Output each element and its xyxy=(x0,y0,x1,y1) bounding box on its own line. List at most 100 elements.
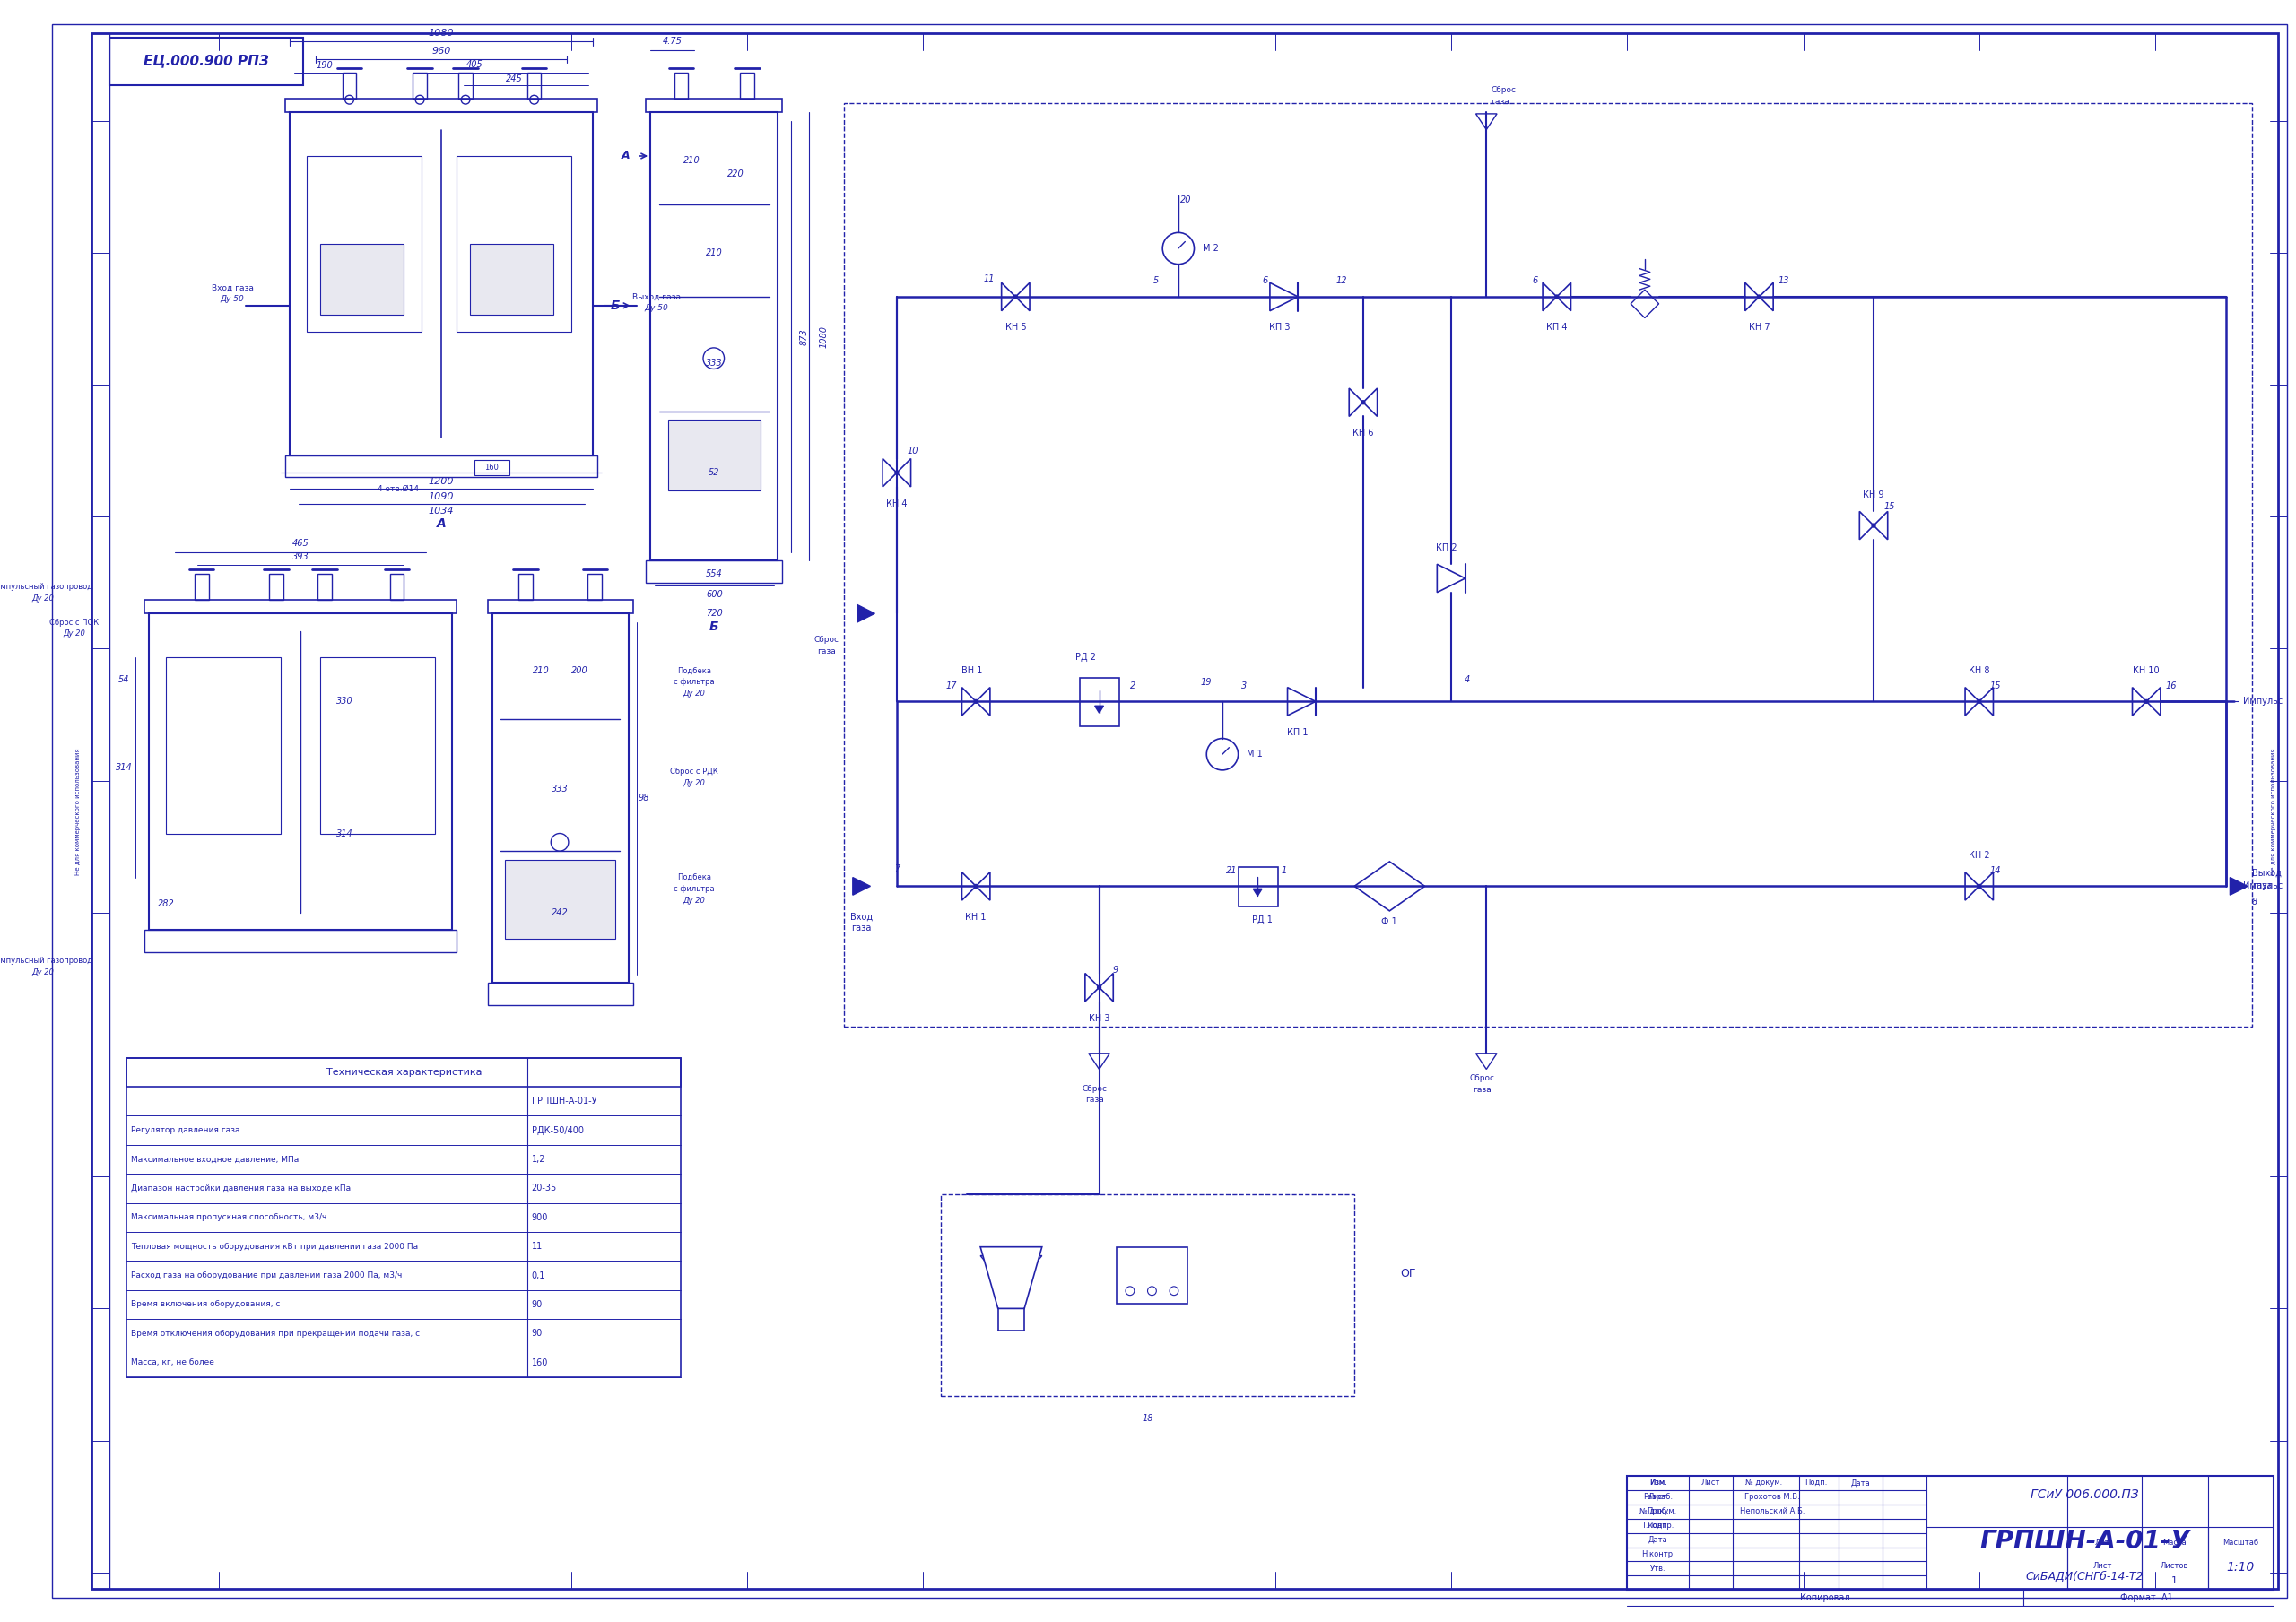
Text: Максимальное входное давление, МПа: Максимальное входное давление, МПа xyxy=(131,1155,298,1163)
Text: 19: 19 xyxy=(1201,678,1212,686)
Polygon shape xyxy=(1965,873,1979,900)
Polygon shape xyxy=(1001,282,1015,311)
Text: 17: 17 xyxy=(946,681,957,689)
Text: Не для коммерческого использования: Не для коммерческого использования xyxy=(2271,748,2278,874)
Text: Масштаб: Масштаб xyxy=(2223,1539,2259,1547)
Text: 98: 98 xyxy=(638,793,650,803)
Text: № докум.: № докум. xyxy=(1745,1479,1782,1487)
Text: газа: газа xyxy=(2252,882,2273,890)
Text: ГСиУ 006.000.ПЗ: ГСиУ 006.000.ПЗ xyxy=(2030,1489,2140,1502)
Text: 210: 210 xyxy=(684,156,700,165)
Text: А: А xyxy=(622,151,629,162)
Text: Лист: Лист xyxy=(1649,1494,1667,1500)
Text: СиБАДИ(СНГб-14-Т2: СиБАДИ(СНГб-14-Т2 xyxy=(2025,1572,2144,1583)
Text: РД 2: РД 2 xyxy=(1075,654,1095,662)
Text: № докум.: № докум. xyxy=(1639,1507,1676,1515)
Circle shape xyxy=(551,834,569,852)
Bar xyxy=(650,112,778,561)
Text: Проб.: Проб. xyxy=(1646,1507,1669,1515)
Text: Утв.: Утв. xyxy=(1651,1565,1667,1573)
Polygon shape xyxy=(1437,564,1465,592)
Text: Диапазон настройки давления газа на выходе кПа: Диапазон настройки давления газа на выхо… xyxy=(131,1184,351,1192)
Text: КН 5: КН 5 xyxy=(1006,323,1026,333)
Text: ГРПШН-А-01-У: ГРПШН-А-01-У xyxy=(533,1096,597,1106)
Text: 282: 282 xyxy=(158,899,174,908)
Bar xyxy=(519,574,533,600)
Text: Подбека: Подбека xyxy=(677,873,712,881)
Text: 10: 10 xyxy=(907,446,918,456)
Text: 1034: 1034 xyxy=(429,508,455,516)
Text: КН 9: КН 9 xyxy=(1862,490,1885,500)
Text: 210: 210 xyxy=(533,667,549,675)
Text: 7: 7 xyxy=(893,865,900,873)
Text: 220: 220 xyxy=(728,169,744,178)
Text: Грохотов М.В.: Грохотов М.В. xyxy=(1745,1494,1800,1500)
Circle shape xyxy=(1977,699,1981,704)
Text: 393: 393 xyxy=(292,553,310,561)
Text: 4: 4 xyxy=(1465,675,1469,684)
Text: Ду 20: Ду 20 xyxy=(684,897,705,905)
Polygon shape xyxy=(852,878,870,895)
Text: КН 6: КН 6 xyxy=(1352,428,1373,438)
Text: Вход газа: Вход газа xyxy=(211,284,253,292)
Text: 16: 16 xyxy=(2165,681,2177,689)
Bar xyxy=(289,112,592,456)
Text: газа: газа xyxy=(1472,1085,1492,1093)
Text: Импульс: Импульс xyxy=(2243,882,2282,890)
Bar xyxy=(475,459,510,475)
Text: Ду 20: Ду 20 xyxy=(32,595,55,602)
Text: 13: 13 xyxy=(1777,276,1789,285)
Polygon shape xyxy=(1759,282,1773,311)
Text: 160: 160 xyxy=(533,1358,549,1367)
Bar xyxy=(487,600,634,613)
Bar xyxy=(145,600,457,613)
Text: 1090: 1090 xyxy=(429,491,455,501)
Bar xyxy=(308,156,422,333)
Text: 20-35: 20-35 xyxy=(533,1184,558,1192)
Text: 900: 900 xyxy=(533,1213,549,1221)
Polygon shape xyxy=(1979,873,1993,900)
Text: Сброс: Сброс xyxy=(1469,1074,1495,1082)
Text: 3: 3 xyxy=(1242,681,1247,689)
Polygon shape xyxy=(1270,282,1297,311)
Bar xyxy=(471,243,553,315)
Text: КН 7: КН 7 xyxy=(1750,323,1770,333)
Polygon shape xyxy=(980,1247,1042,1309)
Text: 245: 245 xyxy=(505,75,523,83)
Text: 4.75: 4.75 xyxy=(664,37,682,45)
Bar xyxy=(126,1058,682,1087)
Text: ГРПШН-А-01-У: ГРПШН-А-01-У xyxy=(1979,1530,2190,1554)
Text: газа: газа xyxy=(1086,1096,1104,1105)
Text: Импульсный газопровод: Импульсный газопровод xyxy=(0,957,92,965)
Bar xyxy=(413,73,427,99)
Text: 5: 5 xyxy=(1153,276,1159,285)
Text: Регулятор давления газа: Регулятор давления газа xyxy=(131,1126,241,1134)
Polygon shape xyxy=(1860,511,1874,540)
Circle shape xyxy=(1756,295,1761,298)
Text: КН 8: КН 8 xyxy=(1968,667,1991,675)
Circle shape xyxy=(1148,1286,1157,1296)
Text: Ду 20: Ду 20 xyxy=(684,779,705,787)
Text: Выход газа: Выход газа xyxy=(631,292,680,300)
Polygon shape xyxy=(962,873,976,900)
Text: КН 1: КН 1 xyxy=(964,913,987,921)
Text: 210: 210 xyxy=(705,248,723,258)
Text: Не для коммерческого использования: Не для коммерческого использования xyxy=(76,748,80,874)
Text: РД 1: РД 1 xyxy=(1251,915,1272,925)
Text: ОГ: ОГ xyxy=(1401,1267,1417,1280)
Polygon shape xyxy=(1288,688,1316,715)
Text: 12: 12 xyxy=(1336,276,1348,285)
Circle shape xyxy=(895,470,898,475)
Polygon shape xyxy=(962,688,976,715)
Bar xyxy=(491,613,629,983)
Text: КН 10: КН 10 xyxy=(2133,667,2161,675)
Text: 190: 190 xyxy=(317,62,333,70)
Bar xyxy=(1116,1247,1187,1304)
Bar xyxy=(1079,678,1120,727)
Text: 333: 333 xyxy=(705,358,723,367)
Circle shape xyxy=(1015,295,1017,298)
Text: 330: 330 xyxy=(335,697,354,706)
Text: Ду 50: Ду 50 xyxy=(220,295,243,303)
Circle shape xyxy=(1125,1286,1134,1296)
Text: газа: газа xyxy=(817,647,836,655)
